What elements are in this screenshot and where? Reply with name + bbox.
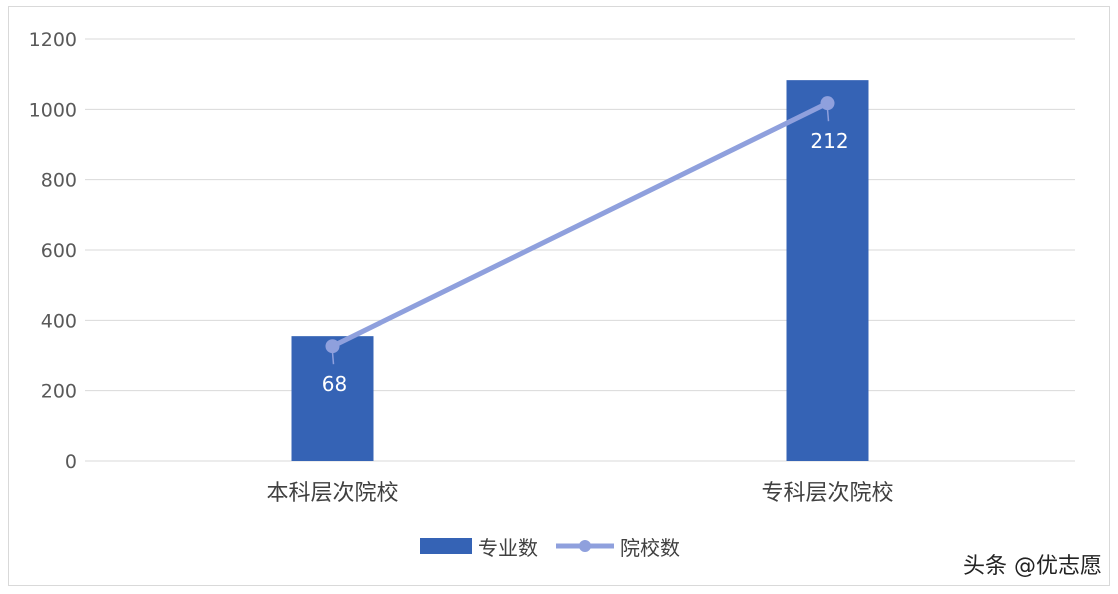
bar <box>786 80 869 462</box>
data-label: 212 <box>810 129 848 153</box>
data-label-leader <box>331 352 335 365</box>
data-label: 68 <box>322 372 347 396</box>
y-tick-label: 800 <box>41 170 77 192</box>
y-tick-label: 0 <box>65 451 77 473</box>
line-point <box>820 96 835 111</box>
line-series <box>331 100 829 349</box>
y-tick-label: 200 <box>41 381 77 403</box>
chart-frame <box>8 6 1110 586</box>
legend-label: 院校数 <box>620 536 680 560</box>
legend-line-marker <box>579 540 591 552</box>
y-tick-label: 1200 <box>29 29 77 51</box>
credit-text: 头条 @优志愿 <box>963 554 1102 579</box>
line-point <box>325 339 340 354</box>
x-tick-label: 本科层次院校 <box>266 481 398 506</box>
y-tick-label: 400 <box>41 310 77 332</box>
legend-bar-swatch <box>420 538 472 554</box>
x-tick-label: 专科层次院校 <box>761 481 893 506</box>
data-label-leader <box>826 109 830 122</box>
legend-label: 专业数 <box>478 536 538 560</box>
y-tick-label: 1000 <box>29 99 77 121</box>
y-tick-label: 600 <box>41 240 77 262</box>
